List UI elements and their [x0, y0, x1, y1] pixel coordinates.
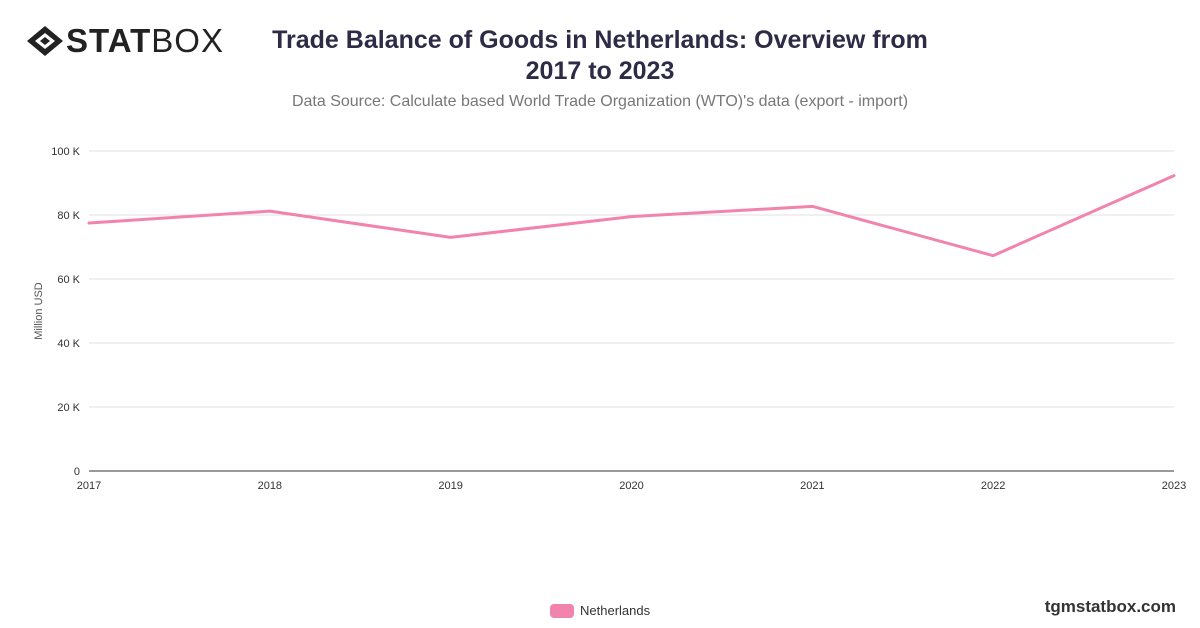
y-tick-label: 100 K	[51, 146, 80, 158]
legend-swatch-netherlands	[550, 603, 574, 618]
y-tick-label: 20 K	[57, 402, 80, 414]
y-tick-label: 80 K	[57, 210, 80, 222]
grid-lines	[89, 150, 1174, 408]
x-tick-label: 2018	[258, 480, 282, 492]
x-tick-label: 2021	[800, 480, 824, 492]
series-line-netherlands[interactable]	[87, 174, 1176, 258]
y-tick-label: 0	[74, 466, 80, 478]
statbox-diamond-logo-icon	[27, 26, 63, 56]
x-tick-label: 2020	[619, 480, 643, 492]
x-tick-label: 2019	[438, 480, 462, 492]
x-tick-label: 2017	[77, 480, 101, 492]
x-tick-label: 2022	[981, 480, 1005, 492]
y-tick-label: 40 K	[57, 338, 80, 350]
legend-label-netherlands: Netherlands	[580, 603, 651, 618]
chart-title: Trade Balance of Goods in Netherlands: O…	[272, 26, 928, 85]
statbox-logo: STATBOX	[26, 24, 224, 58]
x-tick-label: 2023	[1162, 480, 1186, 492]
legend[interactable]: Netherlands	[550, 603, 650, 618]
series-group	[87, 174, 1176, 258]
x-axis-tick-labels: 2017 2018 2019 2020 2021 2022 2023	[77, 480, 1186, 492]
logo-wordmark: STATBOX	[66, 22, 224, 59]
y-axis-label: Million USD	[33, 282, 45, 340]
site-url[interactable]: tgmstatbox.com	[1044, 597, 1176, 616]
y-tick-label: 60 K	[57, 274, 80, 286]
y-axis-tick-labels: 0 20 K 40 K 60 K 80 K 100 K	[51, 146, 80, 478]
chart-subtitle: Data Source: Calculate based World Trade…	[291, 93, 909, 110]
